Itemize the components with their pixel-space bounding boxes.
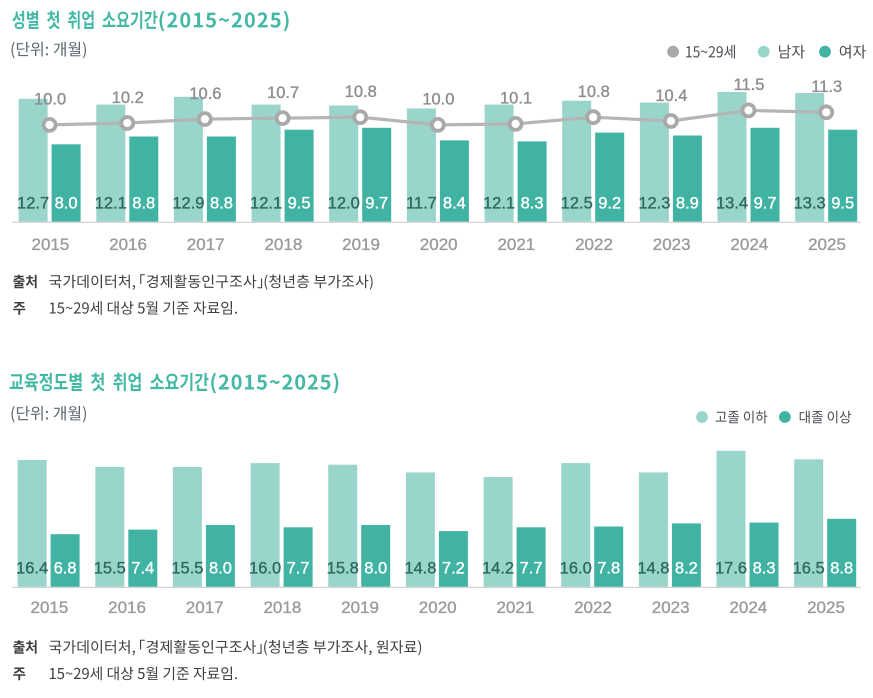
svg-text:2016: 2016 bbox=[109, 235, 147, 254]
svg-text:8.2: 8.2 bbox=[675, 560, 698, 578]
svg-text:8.0: 8.0 bbox=[55, 195, 78, 213]
svg-text:2018: 2018 bbox=[263, 598, 301, 617]
svg-text:7.4: 7.4 bbox=[131, 560, 154, 578]
svg-text:2025: 2025 bbox=[808, 235, 846, 254]
svg-text:12.9: 12.9 bbox=[172, 195, 204, 213]
svg-text:14.8: 14.8 bbox=[637, 560, 669, 578]
svg-text:9.2: 9.2 bbox=[598, 195, 621, 213]
svg-text:13.4: 13.4 bbox=[716, 195, 748, 213]
svg-text:6.8: 6.8 bbox=[54, 560, 77, 578]
svg-text:14.2: 14.2 bbox=[482, 560, 514, 578]
svg-text:14.8: 14.8 bbox=[404, 560, 436, 578]
svg-text:2018: 2018 bbox=[264, 235, 302, 254]
svg-text:8.3: 8.3 bbox=[753, 560, 776, 578]
svg-text:2024: 2024 bbox=[730, 235, 768, 254]
svg-text:7.7: 7.7 bbox=[287, 560, 310, 578]
svg-text:2019: 2019 bbox=[341, 598, 379, 617]
svg-text:8.8: 8.8 bbox=[830, 560, 853, 578]
svg-text:2015: 2015 bbox=[31, 235, 69, 254]
svg-text:7.8: 7.8 bbox=[597, 560, 620, 578]
svg-text:2020: 2020 bbox=[420, 235, 458, 254]
svg-text:17.6: 17.6 bbox=[715, 560, 747, 578]
svg-text:9.5: 9.5 bbox=[288, 195, 311, 213]
svg-text:2021: 2021 bbox=[497, 235, 535, 254]
svg-text:15.8: 15.8 bbox=[327, 560, 359, 578]
svg-text:2023: 2023 bbox=[653, 235, 691, 254]
svg-text:8.0: 8.0 bbox=[364, 560, 387, 578]
svg-text:10.1: 10.1 bbox=[500, 90, 532, 108]
svg-text:15.5: 15.5 bbox=[171, 560, 203, 578]
svg-text:11.5: 11.5 bbox=[734, 76, 765, 94]
svg-text:16.4: 16.4 bbox=[16, 560, 48, 578]
svg-text:12.1: 12.1 bbox=[250, 195, 282, 213]
svg-text:2016: 2016 bbox=[108, 598, 146, 617]
svg-text:7.7: 7.7 bbox=[520, 560, 543, 578]
svg-text:8.8: 8.8 bbox=[132, 195, 155, 213]
svg-text:10.0: 10.0 bbox=[422, 91, 454, 109]
svg-text:10.6: 10.6 bbox=[189, 85, 221, 103]
svg-text:9.7: 9.7 bbox=[365, 195, 388, 213]
svg-text:16.5: 16.5 bbox=[793, 560, 825, 578]
svg-text:15.5: 15.5 bbox=[94, 560, 126, 578]
svg-text:2024: 2024 bbox=[729, 598, 767, 617]
svg-text:8.8: 8.8 bbox=[210, 195, 233, 213]
svg-text:2022: 2022 bbox=[575, 235, 613, 254]
svg-text:10.7: 10.7 bbox=[267, 84, 299, 102]
svg-text:11.7: 11.7 bbox=[406, 195, 437, 213]
svg-text:2022: 2022 bbox=[574, 598, 612, 617]
svg-text:2020: 2020 bbox=[419, 598, 457, 617]
svg-text:10.8: 10.8 bbox=[345, 83, 377, 101]
svg-text:8.3: 8.3 bbox=[521, 195, 544, 213]
svg-text:8.0: 8.0 bbox=[209, 560, 232, 578]
svg-text:11.3: 11.3 bbox=[811, 78, 842, 96]
svg-text:12.1: 12.1 bbox=[483, 195, 515, 213]
svg-text:2021: 2021 bbox=[496, 598, 534, 617]
svg-text:7.2: 7.2 bbox=[442, 560, 465, 578]
svg-text:2017: 2017 bbox=[187, 235, 225, 254]
svg-text:12.1: 12.1 bbox=[95, 195, 127, 213]
svg-text:10.4: 10.4 bbox=[655, 87, 687, 105]
svg-text:2019: 2019 bbox=[342, 235, 380, 254]
svg-text:10.8: 10.8 bbox=[578, 83, 610, 101]
svg-text:10.2: 10.2 bbox=[112, 89, 144, 107]
svg-text:9.7: 9.7 bbox=[754, 195, 777, 213]
svg-text:12.0: 12.0 bbox=[328, 195, 360, 213]
svg-text:13.3: 13.3 bbox=[794, 195, 826, 213]
svg-text:2023: 2023 bbox=[652, 598, 690, 617]
svg-text:8.4: 8.4 bbox=[443, 195, 466, 213]
svg-text:2015: 2015 bbox=[30, 598, 68, 617]
svg-text:12.3: 12.3 bbox=[638, 195, 670, 213]
svg-text:12.5: 12.5 bbox=[561, 195, 593, 213]
svg-text:9.5: 9.5 bbox=[831, 195, 854, 213]
svg-text:2025: 2025 bbox=[807, 598, 845, 617]
svg-text:16.0: 16.0 bbox=[560, 560, 592, 578]
svg-text:10.0: 10.0 bbox=[34, 91, 66, 109]
svg-text:2017: 2017 bbox=[186, 598, 224, 617]
svg-text:16.0: 16.0 bbox=[249, 560, 281, 578]
svg-text:12.7: 12.7 bbox=[17, 195, 49, 213]
svg-text:8.9: 8.9 bbox=[676, 195, 699, 213]
